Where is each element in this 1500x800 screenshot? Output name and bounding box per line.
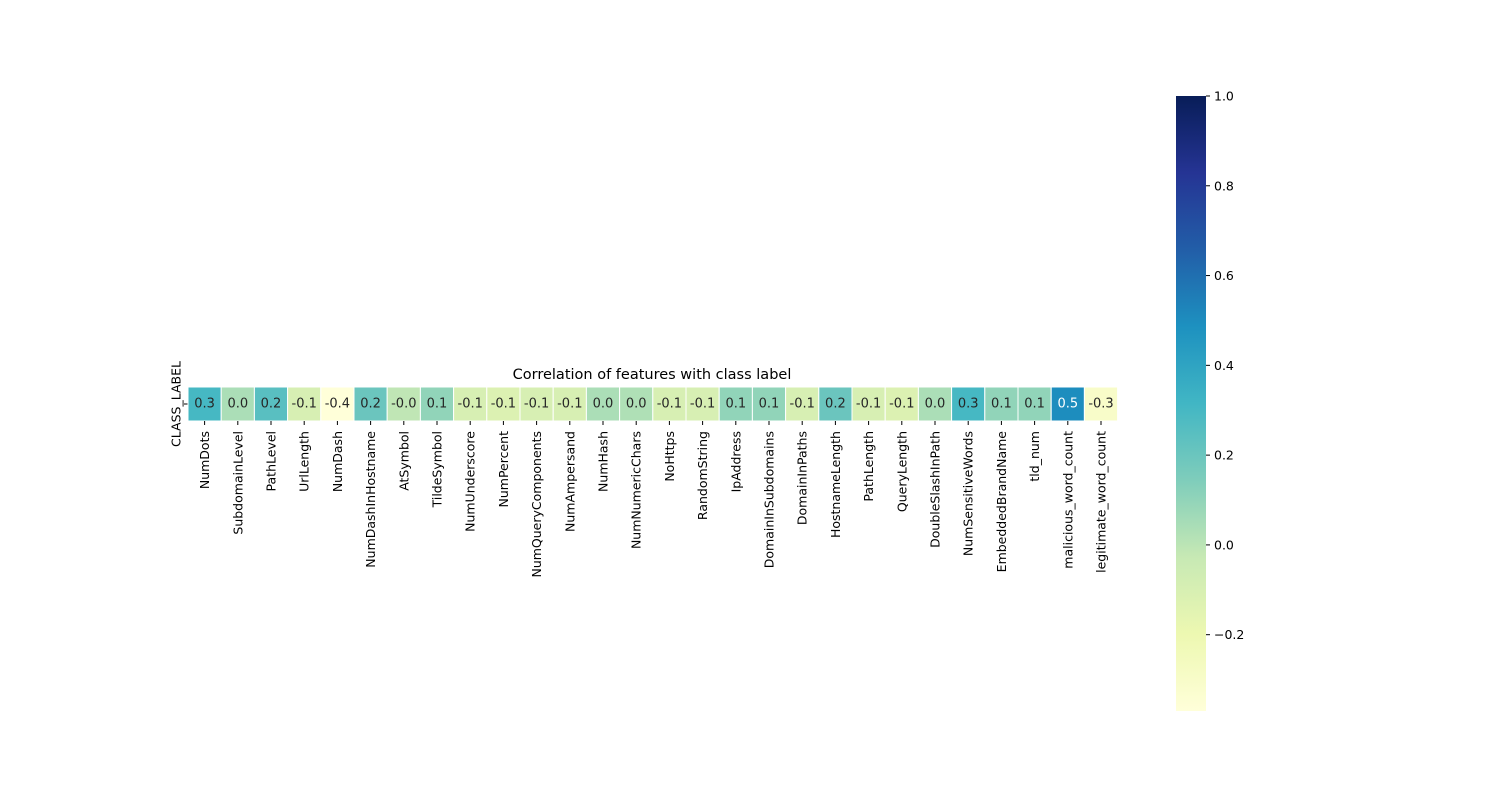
heatmap-cell [453,386,488,422]
cell-annotation: 0.5 [1057,397,1078,412]
cell-annotation: 0.2 [825,397,846,412]
column-label: NumDash [330,431,345,492]
column-label: NumDashInHostname [363,431,378,568]
row-labels: CLASS_LABEL [169,361,188,447]
column-label: NumDots [197,431,212,489]
colorbar-tick-label: 0.0 [1214,537,1234,552]
cell-annotation: 0.3 [194,397,215,412]
cell-annotation: 0.2 [261,397,282,412]
column-label: NoHttps [662,431,677,482]
cell-annotation: 0.1 [759,397,780,412]
column-label: EmbeddedBrandName [994,431,1009,573]
cell-annotation: -0.1 [292,397,317,412]
cell-annotation: 0.0 [925,397,946,412]
heatmap-cell [486,386,521,422]
heatmap-cells: 0.3 0.0 0.2 -0.1 -0.4 0.2 -0.0 0.1 -0.1 -0.1 -0.1-… [187,386,1119,422]
column-label: DoubleSlashInPath [928,431,943,548]
cell-annotation: -0.3 [1088,397,1113,412]
heatmap-cell [652,386,687,422]
cell-annotation: 0.0 [626,397,647,412]
heatmap-cell [1050,386,1085,422]
column-label: malicious_word_count [1060,431,1075,569]
column-label: SubdomainLevel [230,431,245,535]
column-label: tld_num [1027,431,1042,482]
colorbar-gradient [1176,96,1206,711]
colorbar-tick-label: −0.2 [1214,627,1244,642]
row-label: CLASS_LABEL [169,361,184,447]
column-label: RandomString [695,431,710,520]
column-label: PathLevel [264,431,279,491]
column-label: NumPercent [496,431,511,508]
column-labels: NumDots SubdomainLevel PathLevel UrlLength N… [197,421,1109,578]
colorbar-tick-label: 0.2 [1214,448,1234,463]
cell-annotation: 0.3 [958,397,979,412]
heatmap-cell [951,386,986,422]
column-label: NumNumericChars [629,431,644,549]
cell-annotation: -0.1 [856,397,881,412]
cell-annotation: 0.0 [593,397,614,412]
column-label: NumHash [596,431,611,492]
heatmap-cell [1017,386,1052,422]
heatmap-cell [1083,386,1119,422]
colorbar-tick-label: 0.6 [1214,268,1234,283]
column-label: PathLength [861,431,876,502]
column-label: DomainInPaths [795,431,810,525]
cell-annotation: -0.4 [325,397,350,412]
cell-annotation: -0.1 [458,397,483,412]
column-label: legitimate_word_count [1094,431,1109,573]
column-label: AtSymbol [396,431,411,491]
cell-annotation: -0.1 [889,397,914,412]
colorbar: 1.0 0.8 0.6 0.4 0.2 0.0 −0.2 [1176,89,1244,711]
cell-annotation: -0.0 [391,397,416,412]
cell-annotation: 0.0 [227,397,248,412]
column-label: HostnameLength [828,431,843,538]
cell-annotation: 0.1 [1024,397,1045,412]
colorbar-tick-label: 0.8 [1214,178,1234,193]
column-label: NumUnderscore [463,431,478,532]
cell-annotation: -0.1 [557,397,582,412]
cell-annotation: -0.1 [491,397,516,412]
cell-annotation: -0.1 [524,397,549,412]
column-label: UrlLength [297,431,312,492]
heatmap-cell [785,386,820,422]
column-label: IpAddress [728,431,743,492]
column-label: NumSensitiveWords [961,431,976,556]
cell-annotation: 0.2 [360,397,381,412]
column-label: NumQueryComponents [529,431,544,578]
cell-annotation: -0.1 [690,397,715,412]
heatmap-cell [751,386,787,422]
cell-annotation: 0.1 [725,397,746,412]
column-label: TildeSymbol [430,431,445,508]
heatmap-cell [519,386,554,422]
cell-annotation: 0.1 [427,397,448,412]
column-label: DomainInSubdomains [762,431,777,568]
colorbar-tick-label: 1.0 [1214,89,1234,104]
column-label: NumAmpersand [562,431,577,532]
heatmap-cell [619,386,654,422]
cell-annotation: -0.1 [790,397,815,412]
heatmap-cell [585,386,621,422]
colorbar-tick-label: 0.4 [1214,358,1234,373]
cell-annotation: -0.1 [657,397,682,412]
colorbar-ticks: 1.0 0.8 0.6 0.4 0.2 0.0 −0.2 [1206,89,1244,642]
cell-annotation: 0.1 [991,397,1012,412]
heatmap-cell [220,386,255,422]
column-label: QueryLength [894,431,909,512]
chart-title: Correlation of features with class label [513,367,792,383]
